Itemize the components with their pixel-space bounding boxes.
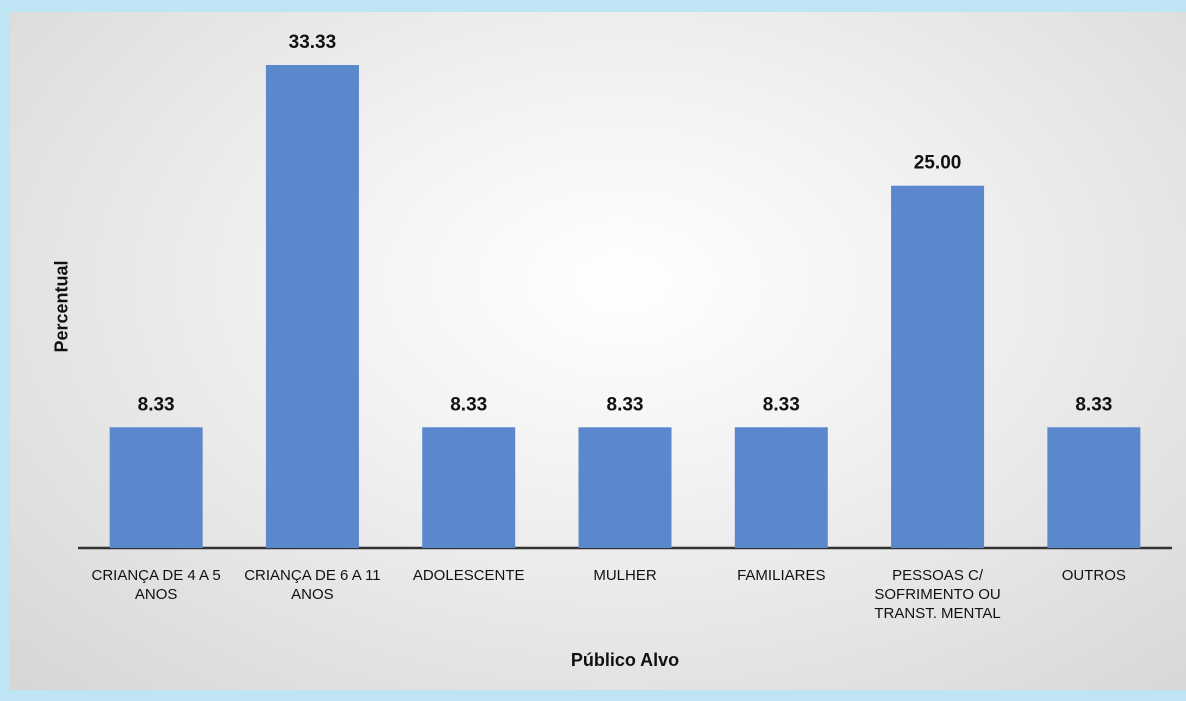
y-axis-title: Percentual — [51, 260, 72, 353]
x-tick-label: OUTROS — [1061, 567, 1126, 584]
bar — [891, 185, 985, 548]
bar — [578, 427, 672, 548]
x-tick-label: PESSOAS C/ SOFRIMENTO OU TRANST. MENTAL — [874, 567, 1001, 622]
x-tick-label: CRIANÇA DE 4 A 5 ANOS — [91, 567, 221, 603]
bar — [422, 427, 516, 548]
x-tick-label: ADOLESCENTE — [412, 567, 525, 584]
value-label: 33.33 — [289, 32, 337, 53]
bar — [734, 427, 828, 548]
value-label: 8.33 — [1075, 394, 1112, 415]
value-label: 8.33 — [607, 394, 644, 415]
bar — [109, 427, 203, 548]
x-axis-title: Público Alvo — [570, 650, 680, 670]
value-label: 25.00 — [914, 153, 962, 174]
bar — [1047, 427, 1141, 548]
value-label: 8.33 — [450, 394, 487, 415]
value-label: 8.33 — [763, 394, 800, 415]
value-label: 8.33 — [138, 394, 175, 415]
bar — [265, 65, 359, 548]
chart-area — [10, 12, 1186, 690]
x-tick-label: CRIANÇA DE 6 A 11 ANOS — [244, 567, 381, 603]
x-tick-label: MULHER — [593, 567, 657, 584]
x-tick-label: FAMILIARES — [737, 567, 826, 584]
